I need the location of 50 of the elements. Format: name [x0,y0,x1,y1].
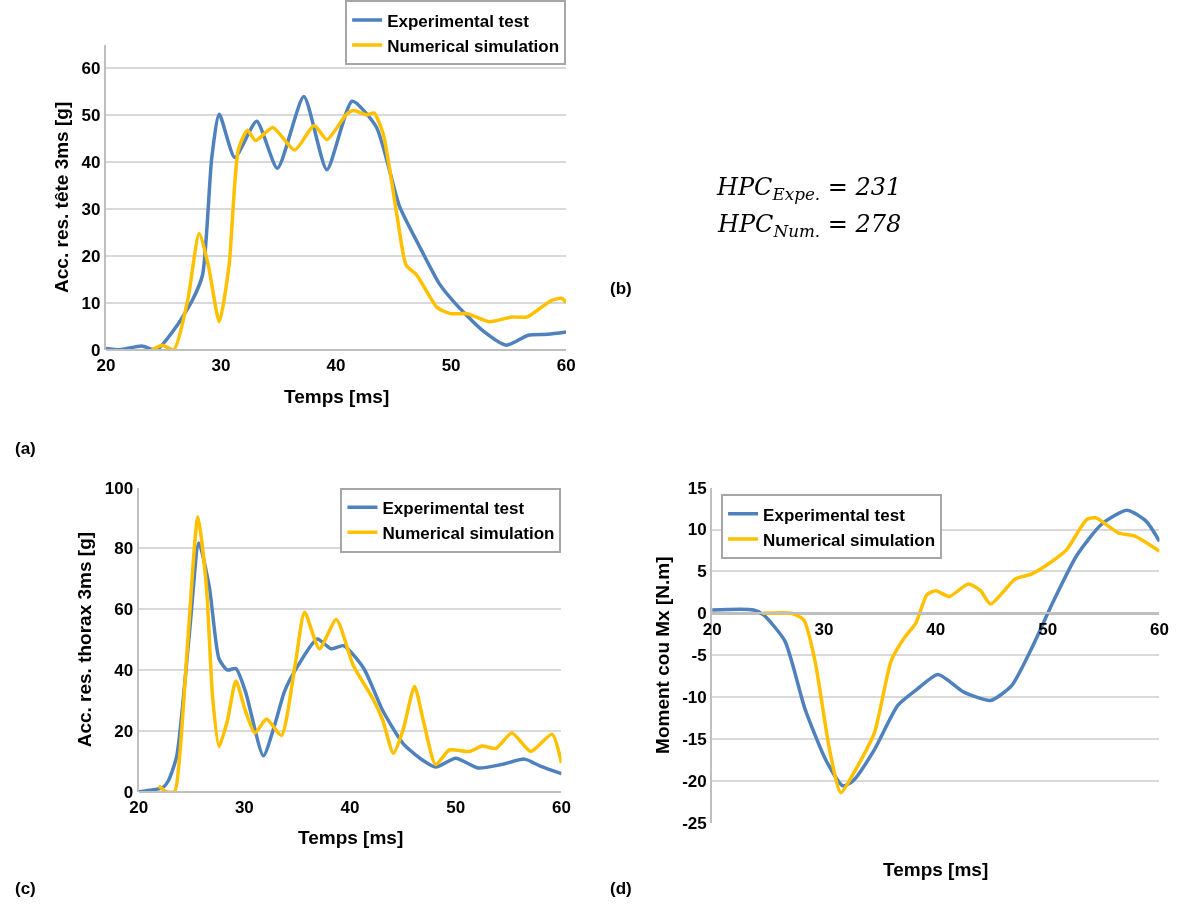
x-tick-label: 60 [556,356,576,376]
y-tick-label: 60 [114,600,134,620]
x-tick-label: 60 [552,798,571,818]
x-axis-title: Temps [ms] [284,386,390,407]
x-axis-title: Temps [ms] [298,827,404,848]
x-tick-label: 30 [211,356,231,376]
y-tick-label: 15 [687,478,707,498]
y-tick-label: 0 [697,604,707,624]
legend-label: Experimental test [387,11,530,31]
y-axis-title: Acc. res. thorax 3ms [g] [74,531,96,748]
legend-label: Numerical simulation [763,530,936,550]
text: (a) [15,439,36,458]
y-tick-label: 80 [114,539,134,559]
x-tick-label: 60 [1150,619,1169,639]
y-tick-label: -20 [682,771,707,791]
y-tick-label: 5 [697,562,707,582]
y-tick-label: 100 [104,478,134,498]
x-tick-label: 30 [234,798,254,818]
legend-label: Experimental test [382,498,525,518]
y-tick-label: 40 [81,153,101,173]
y-tick-label: 20 [114,721,134,741]
y-tick-label: 20 [81,246,101,266]
y-axis-title: Moment cou Mx [N.m] [651,556,673,754]
y-tick-label: 60 [81,59,101,79]
y-tick-label: 0 [91,340,101,360]
legend-label: Numerical simulation [382,523,555,543]
y-tick-label: -10 [682,688,707,708]
x-axis-title: Temps [ms] [883,859,989,880]
x-tick-label: 50 [441,356,461,376]
y-tick-label: 50 [81,106,101,126]
x-tick-label: 50 [446,798,466,818]
y-tick-label: 10 [81,293,101,313]
text: HPC$_{Expe.}$ = 231 [716,173,902,205]
y-tick-label: 40 [114,660,134,680]
y-tick-label: -25 [682,813,707,833]
y-tick-label: -5 [691,646,707,666]
x-tick-label: 40 [326,356,346,376]
x-tick-label: 40 [340,798,360,818]
legend-label: Experimental test [763,505,906,525]
text: (b) [610,279,632,298]
text: (c) [15,879,36,898]
y-axis-title: Acc. res. tête 3ms [g] [50,101,72,293]
y-tick-label: 30 [81,200,101,220]
y-tick-label: -15 [682,729,707,749]
x-tick-label: 40 [926,619,946,639]
text: (d) [610,879,632,898]
text: HPC$_{Num.}$ = 278 [717,210,902,242]
y-tick-label: 10 [687,520,707,540]
legend-label: Numerical simulation [387,36,560,56]
x-tick-label: 30 [814,619,834,639]
